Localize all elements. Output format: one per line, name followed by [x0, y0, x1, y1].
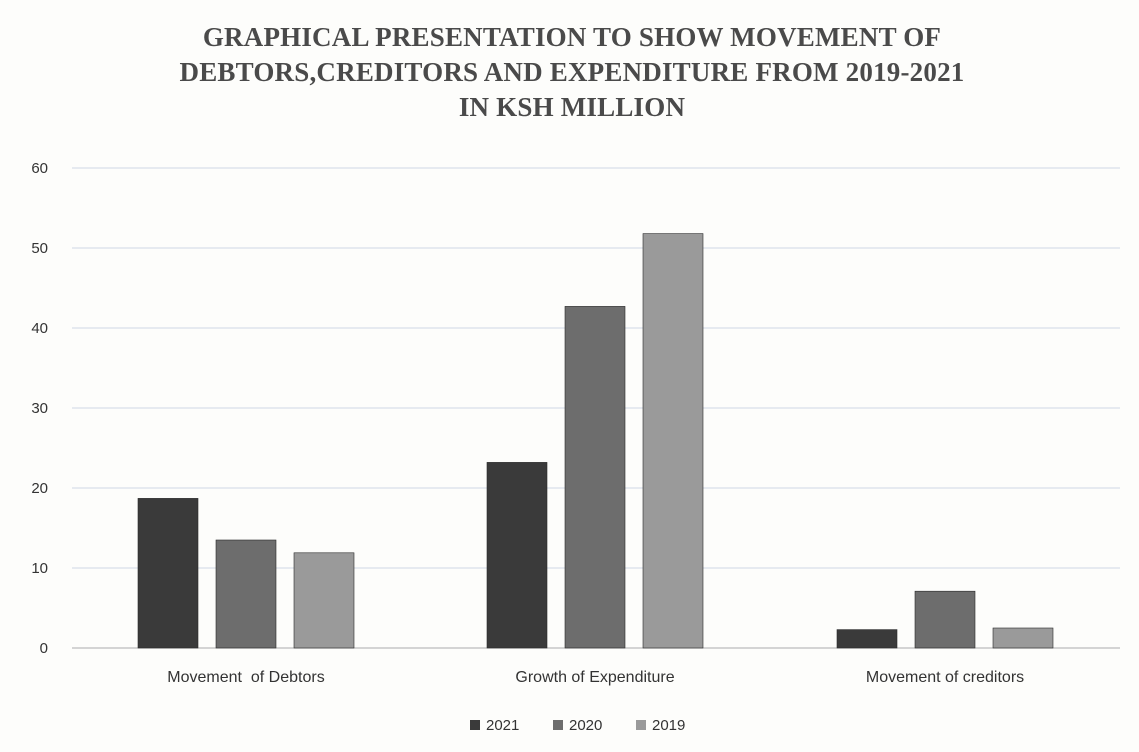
- bar-2021-2: [836, 629, 898, 649]
- bar-2019-1: [642, 233, 704, 649]
- x-category-label: Movement of Debtors: [167, 669, 324, 686]
- bar-2019-0: [293, 552, 355, 649]
- y-tick-label: 60: [31, 160, 48, 177]
- chart-title: GRAPHICAL PRESENTATION TO SHOW MOVEMENT …: [180, 22, 965, 122]
- bars: [137, 233, 1054, 649]
- y-tick-label: 50: [31, 240, 48, 257]
- legend-label-2019: 2019: [652, 717, 685, 734]
- bar-2021-0: [137, 498, 199, 649]
- legend-swatch-2021: [470, 720, 480, 730]
- x-category-label: Movement of creditors: [866, 669, 1024, 686]
- bar-2021-1: [486, 462, 548, 649]
- y-tick-label: 10: [31, 560, 48, 577]
- bar-2019-2: [992, 627, 1054, 649]
- y-tick-label: 30: [31, 400, 48, 417]
- y-tick-label: 0: [40, 640, 48, 657]
- bar-2020-0: [215, 539, 277, 649]
- y-tick-label: 40: [31, 320, 48, 337]
- bar-2020-2: [914, 590, 976, 649]
- y-axis-tick-labels: 0 10 20 30 40 50 60: [31, 160, 48, 657]
- x-category-label: Growth of Expenditure: [515, 669, 674, 686]
- y-tick-label: 20: [31, 480, 48, 497]
- legend: 2021 2020 2019: [470, 717, 685, 734]
- legend-label-2021: 2021: [486, 717, 519, 734]
- chart-title-line-3: IN KSH MILLION: [459, 92, 686, 122]
- legend-swatch-2020: [553, 720, 563, 730]
- chart-title-line-1: GRAPHICAL PRESENTATION TO SHOW MOVEMENT …: [203, 22, 941, 52]
- x-axis-category-labels: Movement of Debtors Growth of Expenditure…: [167, 669, 1024, 686]
- bar-2020-1: [564, 306, 626, 649]
- legend-label-2020: 2020: [569, 717, 602, 734]
- chart-title-line-2: DEBTORS,CREDITORS AND EXPENDITURE FROM 2…: [180, 57, 965, 87]
- legend-swatch-2019: [636, 720, 646, 730]
